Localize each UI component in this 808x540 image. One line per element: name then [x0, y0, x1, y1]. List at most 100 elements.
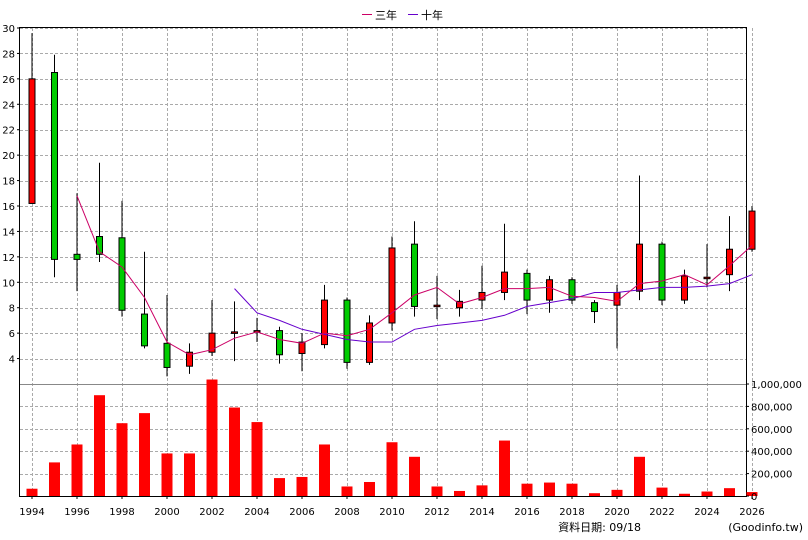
price-tick-label: 14 [2, 227, 15, 238]
volume-bar [94, 395, 105, 496]
x-tick-label: 2010 [379, 507, 404, 518]
x-tick-label: 1994 [19, 507, 44, 518]
price-tick-label: 18 [2, 177, 15, 188]
x-tick-label: 1996 [64, 507, 89, 518]
price-tick-label: 12 [2, 253, 15, 264]
ma10-line [234, 274, 753, 343]
volume-tick-label: 1,000,000 [751, 380, 802, 391]
candle-body [276, 330, 283, 356]
candle-body [568, 279, 576, 301]
x-tick-label: 2012 [424, 507, 449, 518]
volume-bar [589, 493, 600, 496]
candle-body [433, 304, 441, 308]
candle-body [208, 332, 216, 353]
x-axis: 1994 1996 1998 2000 2002 2004 2006 2008 2010 2012… [19, 496, 765, 518]
price-tick-label: 8 [9, 304, 15, 315]
volume-bar [724, 488, 735, 496]
price-tick-label: 6 [9, 329, 15, 340]
legend: 三年 十年 [362, 8, 443, 22]
candle-body [141, 313, 148, 347]
price-tick-label: 24 [2, 100, 15, 111]
volume-bar [679, 493, 690, 496]
x-tick-label: 2004 [244, 507, 269, 518]
candle-body [613, 291, 621, 306]
volume-bar [49, 462, 60, 496]
grid-lines [20, 28, 753, 496]
price-tick-label: 10 [2, 278, 15, 289]
x-tick-label: 1998 [109, 507, 134, 518]
candle-body [118, 237, 126, 311]
volume-bar [319, 444, 330, 496]
volume-bar [116, 423, 128, 496]
price-tick-label: 28 [2, 49, 15, 60]
footer-source: (Goodinfo.tw) [728, 521, 803, 534]
x-tick-label: 2006 [289, 507, 314, 518]
volume-bar [386, 442, 398, 496]
volume-bar [229, 407, 240, 496]
legend-ma3-label: 三年 [375, 8, 397, 22]
candle-body [231, 331, 238, 334]
candle-body [186, 351, 193, 367]
volume-axis: 0 200,000 400,000 600,000 800,000 1,000,000 [746, 380, 802, 503]
candle-body [73, 253, 81, 260]
price-axis: 4 6 8 10 12 14 16 18 20 22 24 26 28 30 [2, 24, 20, 366]
volume-bar [184, 453, 195, 496]
x-tick-label: 2024 [694, 507, 719, 518]
volume-bar [476, 485, 488, 496]
volume-bars [26, 379, 758, 496]
volume-bar [139, 413, 150, 496]
volume-bar [521, 483, 533, 496]
candle-body [28, 78, 36, 204]
candle-body [388, 247, 396, 324]
candle-body [366, 322, 373, 363]
volume-tick-label: 600,000 [751, 425, 792, 436]
candle-body [411, 243, 418, 307]
x-tick-label: 2018 [559, 507, 584, 518]
candle-body [703, 276, 711, 280]
x-tick-label: 2014 [469, 507, 494, 518]
volume-bar [26, 488, 38, 496]
candle-body [298, 341, 306, 354]
volume-bar [634, 456, 645, 496]
price-tick-label: 4 [9, 355, 15, 366]
volume-bar [566, 483, 578, 496]
candle-body [726, 248, 733, 276]
candle-body [321, 299, 328, 346]
candle-body [748, 210, 756, 250]
x-tick-label: 2002 [199, 507, 224, 518]
candle-body [501, 271, 508, 293]
candle-body [636, 243, 643, 292]
volume-bar [161, 453, 173, 496]
candle-body [343, 299, 351, 363]
volume-bar [701, 491, 713, 496]
volume-bar [611, 489, 623, 496]
volume-bar [409, 456, 420, 496]
price-tick-label: 22 [2, 126, 15, 137]
price-tick-label: 30 [2, 24, 15, 35]
volume-tick-label: 0 [751, 492, 757, 503]
volume-bar [296, 476, 308, 496]
volume-tick-label: 800,000 [751, 402, 792, 413]
volume-bar [251, 422, 263, 496]
volume-bar [364, 482, 375, 496]
volume-bar [499, 440, 510, 496]
legend-ma10-label: 十年 [421, 8, 443, 22]
volume-bar [454, 490, 465, 496]
volume-bar [71, 444, 83, 496]
volume-bar [206, 379, 218, 496]
x-tick-label: 2008 [334, 507, 359, 518]
x-tick-label: 2020 [604, 507, 629, 518]
x-tick-label: 2016 [514, 507, 539, 518]
price-tick-label: 16 [2, 202, 15, 213]
x-tick-label: 2000 [154, 507, 179, 518]
candle-body [456, 300, 463, 309]
price-tick-label: 20 [2, 151, 15, 162]
volume-bar [544, 482, 555, 496]
x-tick-label: 2026 [739, 507, 764, 518]
price-tick-label: 26 [2, 75, 15, 86]
candle-body [546, 279, 553, 301]
volume-bar [431, 486, 443, 496]
ma3-line [76, 195, 753, 356]
volume-tick-label: 200,000 [751, 470, 792, 481]
